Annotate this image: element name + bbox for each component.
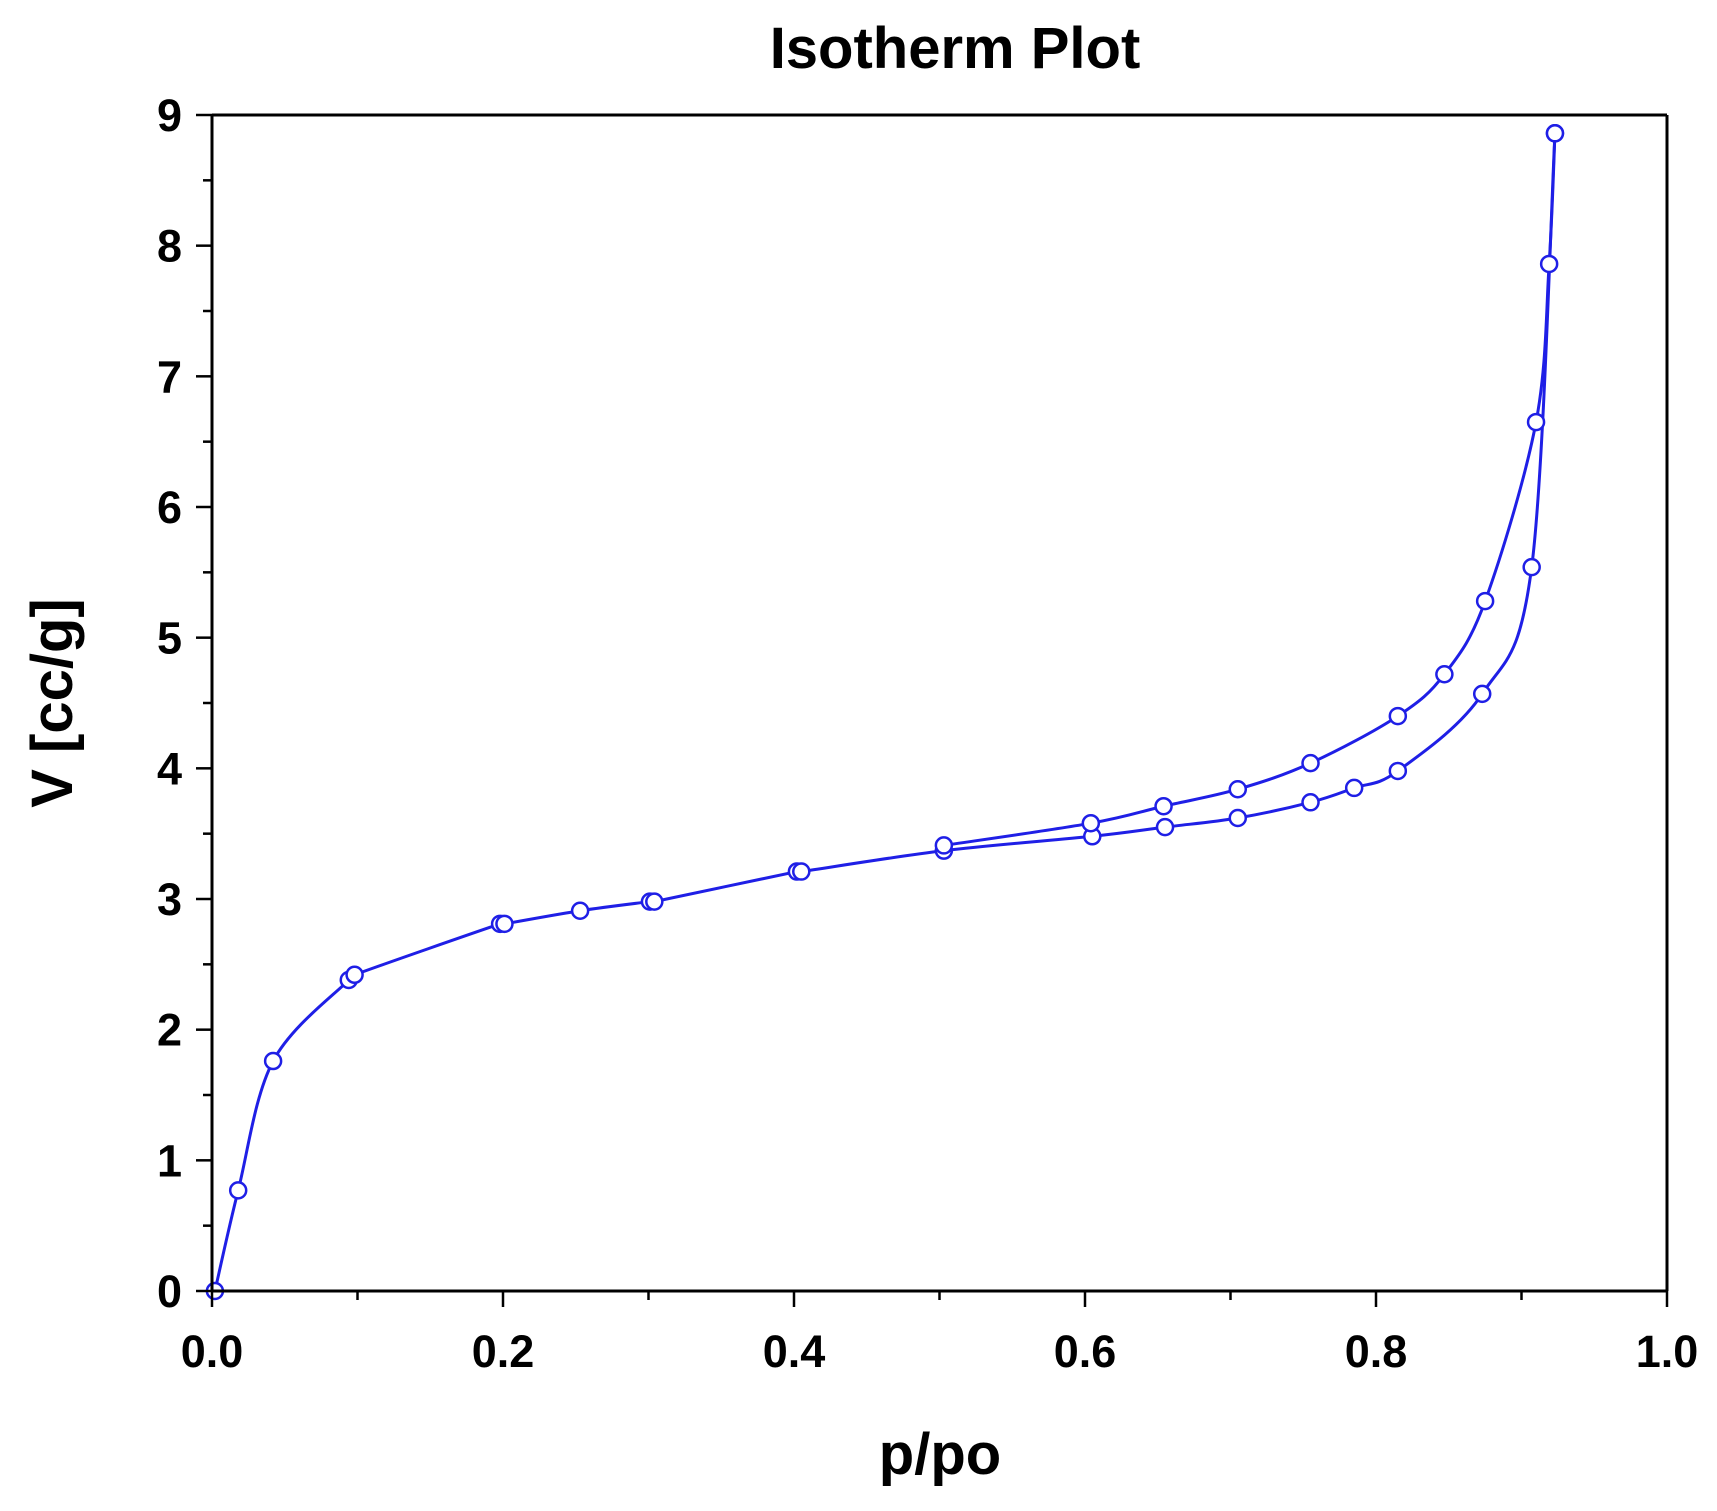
series-0-point — [263, 1051, 283, 1071]
x-tick-label: 0.8 — [1345, 1326, 1408, 1377]
y-axis-label: V [cc/g] — [20, 598, 85, 808]
y-tick-label: 5 — [157, 613, 182, 664]
series-0-point — [645, 892, 664, 911]
series-1-point — [1228, 779, 1248, 799]
series-1-point — [1301, 753, 1320, 773]
series-0-line — [213, 133, 1557, 1292]
y-tick-label: 7 — [157, 351, 182, 402]
y-tick-label: 3 — [157, 874, 182, 925]
series-1-point — [1435, 665, 1454, 684]
series-1-point — [1154, 796, 1173, 816]
y-tick-label: 8 — [157, 221, 182, 272]
y-tick-label: 9 — [157, 90, 182, 141]
y-tick-label: 6 — [157, 482, 182, 533]
series-1-point — [934, 836, 954, 855]
series-1-point — [1081, 813, 1101, 833]
y-tick-label: 4 — [157, 743, 182, 794]
x-tick-label: 0.4 — [763, 1326, 826, 1377]
x-axis-label: p/po — [879, 1422, 1001, 1487]
series-0-point — [228, 1181, 248, 1200]
series-layer — [205, 124, 1565, 1301]
series-0-point — [1388, 761, 1408, 781]
chart-title: Isotherm Plot — [770, 16, 1141, 81]
series-0-point — [495, 914, 514, 934]
series-0-point — [1228, 808, 1248, 828]
series-1-point — [1539, 254, 1559, 274]
series-0-point — [570, 901, 590, 921]
series-1-line — [943, 133, 1557, 847]
x-tick-label: 0.6 — [1054, 1326, 1117, 1377]
series-0-point — [1301, 793, 1320, 812]
series-0-point — [792, 862, 811, 881]
y-tick-label: 0 — [157, 1266, 182, 1317]
x-tick-label: 1.0 — [1636, 1326, 1699, 1377]
series-0-point — [345, 965, 364, 985]
series-0-point — [1155, 817, 1175, 837]
y-tick-label: 2 — [157, 1005, 182, 1056]
x-tick-label: 0.0 — [181, 1326, 244, 1377]
x-tick-label: 0.2 — [472, 1326, 535, 1377]
series-0-point — [1344, 778, 1364, 798]
series-1-point — [1475, 591, 1495, 611]
series-1-point — [1545, 124, 1565, 143]
series-0-point — [1522, 557, 1541, 577]
ticks-layer: 0.0 0.2 0.4 0.6 0.8 1.0 0 1 2 3 4 5 6 7 8 9 — [157, 90, 1698, 1377]
series-0-point — [1472, 684, 1492, 704]
y-tick-label: 1 — [157, 1135, 182, 1186]
axes-frame — [210, 113, 1669, 1293]
series-1-point — [1388, 706, 1408, 726]
series-1-point — [1526, 412, 1546, 432]
